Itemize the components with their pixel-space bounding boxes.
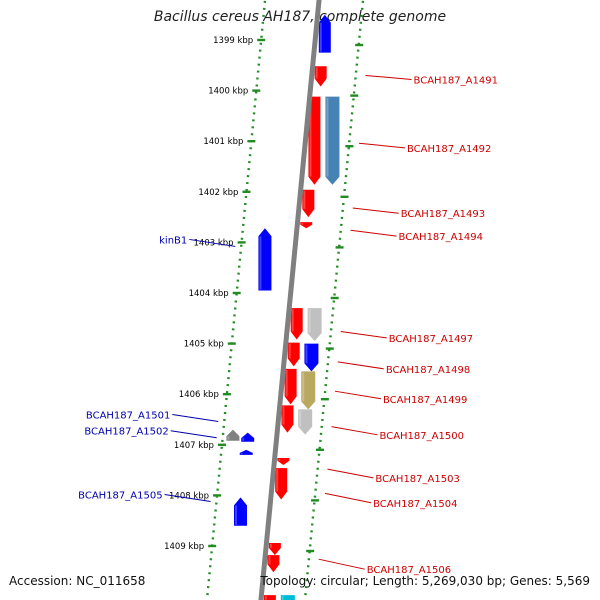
gene-label-right: BCAH187_A1497 — [389, 334, 473, 345]
gene-arrow — [268, 542, 281, 556]
gene-label-leader — [331, 426, 378, 436]
scale-tick-label: 1401 kbp — [203, 137, 243, 147]
gene-arrow — [298, 409, 313, 435]
gene-label-leader — [358, 142, 406, 149]
scale-tick-label: 1405 kbp — [184, 340, 224, 350]
gene-arrow-shine — [291, 309, 294, 332]
scale-tick-label: 1406 kbp — [179, 390, 219, 400]
gene-label-right: BCAH187_A1504 — [373, 499, 457, 510]
gene-arrow-shine — [302, 372, 305, 402]
gene-arrow — [304, 343, 319, 372]
gene-arrow-shine — [326, 97, 329, 177]
gene-arrow-shine — [282, 406, 285, 425]
gene-arrow — [301, 371, 316, 410]
gene-label-leader — [170, 430, 217, 439]
gene-label-leader — [350, 229, 397, 237]
gene-label-leader — [172, 414, 219, 423]
scale-tick-label: 1400 kbp — [208, 87, 248, 97]
gene-arrow-shine — [303, 190, 306, 210]
gene-arrow-shine — [281, 596, 284, 600]
scale-tick-label: 1402 kbp — [198, 188, 238, 198]
gene-label-leader — [318, 558, 365, 570]
gene-arrow-shine — [259, 236, 262, 290]
gene-arrow-shine — [242, 438, 245, 441]
gene-arrow-shine — [268, 556, 271, 565]
gene-label-left: BCAH187_A1501 — [86, 411, 170, 422]
gene-label-leader — [340, 330, 387, 339]
scale-tick-label: 1399 kbp — [213, 36, 253, 46]
gene-label-leader — [334, 390, 382, 400]
gene-arrow — [267, 555, 280, 573]
gene-arrow — [314, 66, 327, 87]
accession-text: Accession: NC_011658 — [9, 574, 146, 588]
gene-arrow — [300, 222, 313, 229]
gene-arrow-shine — [288, 343, 291, 359]
gene-label-right: BCAH187_A1503 — [375, 474, 459, 485]
gene-arrow — [302, 189, 315, 218]
gene-arrow-shine — [309, 97, 312, 177]
gene-arrow-shine — [269, 543, 272, 548]
gene-arrow — [307, 308, 322, 342]
gene-arrow — [239, 449, 253, 455]
gene-label-right: BCAH187_A1500 — [380, 431, 464, 442]
gene-arrow — [280, 595, 295, 600]
gene-arrow-shine — [299, 410, 302, 427]
gene-label-leader — [189, 238, 236, 247]
page-title: Bacillus cereus AH187, complete genome — [153, 9, 447, 25]
gene-label-left: BCAH187_A1505 — [78, 490, 162, 501]
gene-label-leader — [365, 74, 412, 80]
gene-label-leader — [327, 468, 374, 479]
scale-tick-label: 1404 kbp — [189, 289, 229, 299]
gene-arrow-shine — [305, 344, 308, 364]
scale-tick-label: 1408 kbp — [169, 491, 209, 501]
gene-label-right: BCAH187_A1492 — [407, 144, 491, 155]
gene-arrow-shine — [285, 369, 288, 397]
gene-arrow — [308, 96, 321, 185]
gene-arrow — [318, 14, 331, 53]
gene-label-leader — [324, 492, 372, 504]
gene-label-right: BCAH187_A1499 — [383, 395, 467, 406]
gene-arrow — [281, 405, 294, 433]
gene-arrow — [234, 497, 248, 526]
gene-arrow-shine — [315, 67, 318, 79]
gene-arrow-shine — [227, 436, 230, 440]
topology-text: Topology: circular; Length: 5,269,030 bp… — [260, 574, 590, 588]
gene-arrow-shine — [301, 223, 304, 225]
gene-arrow-shine — [276, 469, 279, 492]
gene-label-right: BCAH187_A1493 — [401, 209, 485, 220]
gene-label-right: BCAH187_A1498 — [386, 365, 470, 376]
scale-tick-label: 1409 kbp — [164, 542, 204, 552]
gene-arrow-shine — [319, 22, 322, 52]
gene-arrow — [258, 228, 272, 291]
scale-tick-label: 1407 kbp — [174, 441, 214, 451]
gene-arrow-shine — [235, 505, 238, 525]
gene-label-left: BCAH187_A1502 — [84, 427, 168, 438]
gene-arrow-shine — [278, 458, 281, 461]
gene-arrow — [277, 457, 290, 466]
gene-arrow — [325, 96, 340, 185]
gene-arrow-shine — [264, 596, 267, 600]
gene-arrow — [226, 429, 240, 441]
gene-label-right: BCAH187_A1494 — [399, 232, 483, 243]
gene-arrow — [284, 368, 297, 405]
gene-arrow — [241, 432, 255, 442]
gene-label-right: BCAH187_A1491 — [414, 75, 498, 86]
gene-arrow — [287, 342, 300, 367]
gene-label-leader — [164, 493, 211, 502]
gene-arrow — [290, 308, 303, 340]
genome-backbone-line — [258, 0, 322, 600]
gene-label-right: BCAH187_A1506 — [367, 565, 451, 576]
gene-label-left: kinB1 — [159, 235, 187, 246]
gene-label-leader — [337, 361, 384, 370]
gene-arrow-shine — [308, 309, 311, 334]
gene-label-leader — [352, 207, 399, 214]
gene-arrow — [275, 468, 288, 500]
gene-arrow-shine — [240, 452, 243, 454]
gene-arrow — [263, 595, 276, 600]
